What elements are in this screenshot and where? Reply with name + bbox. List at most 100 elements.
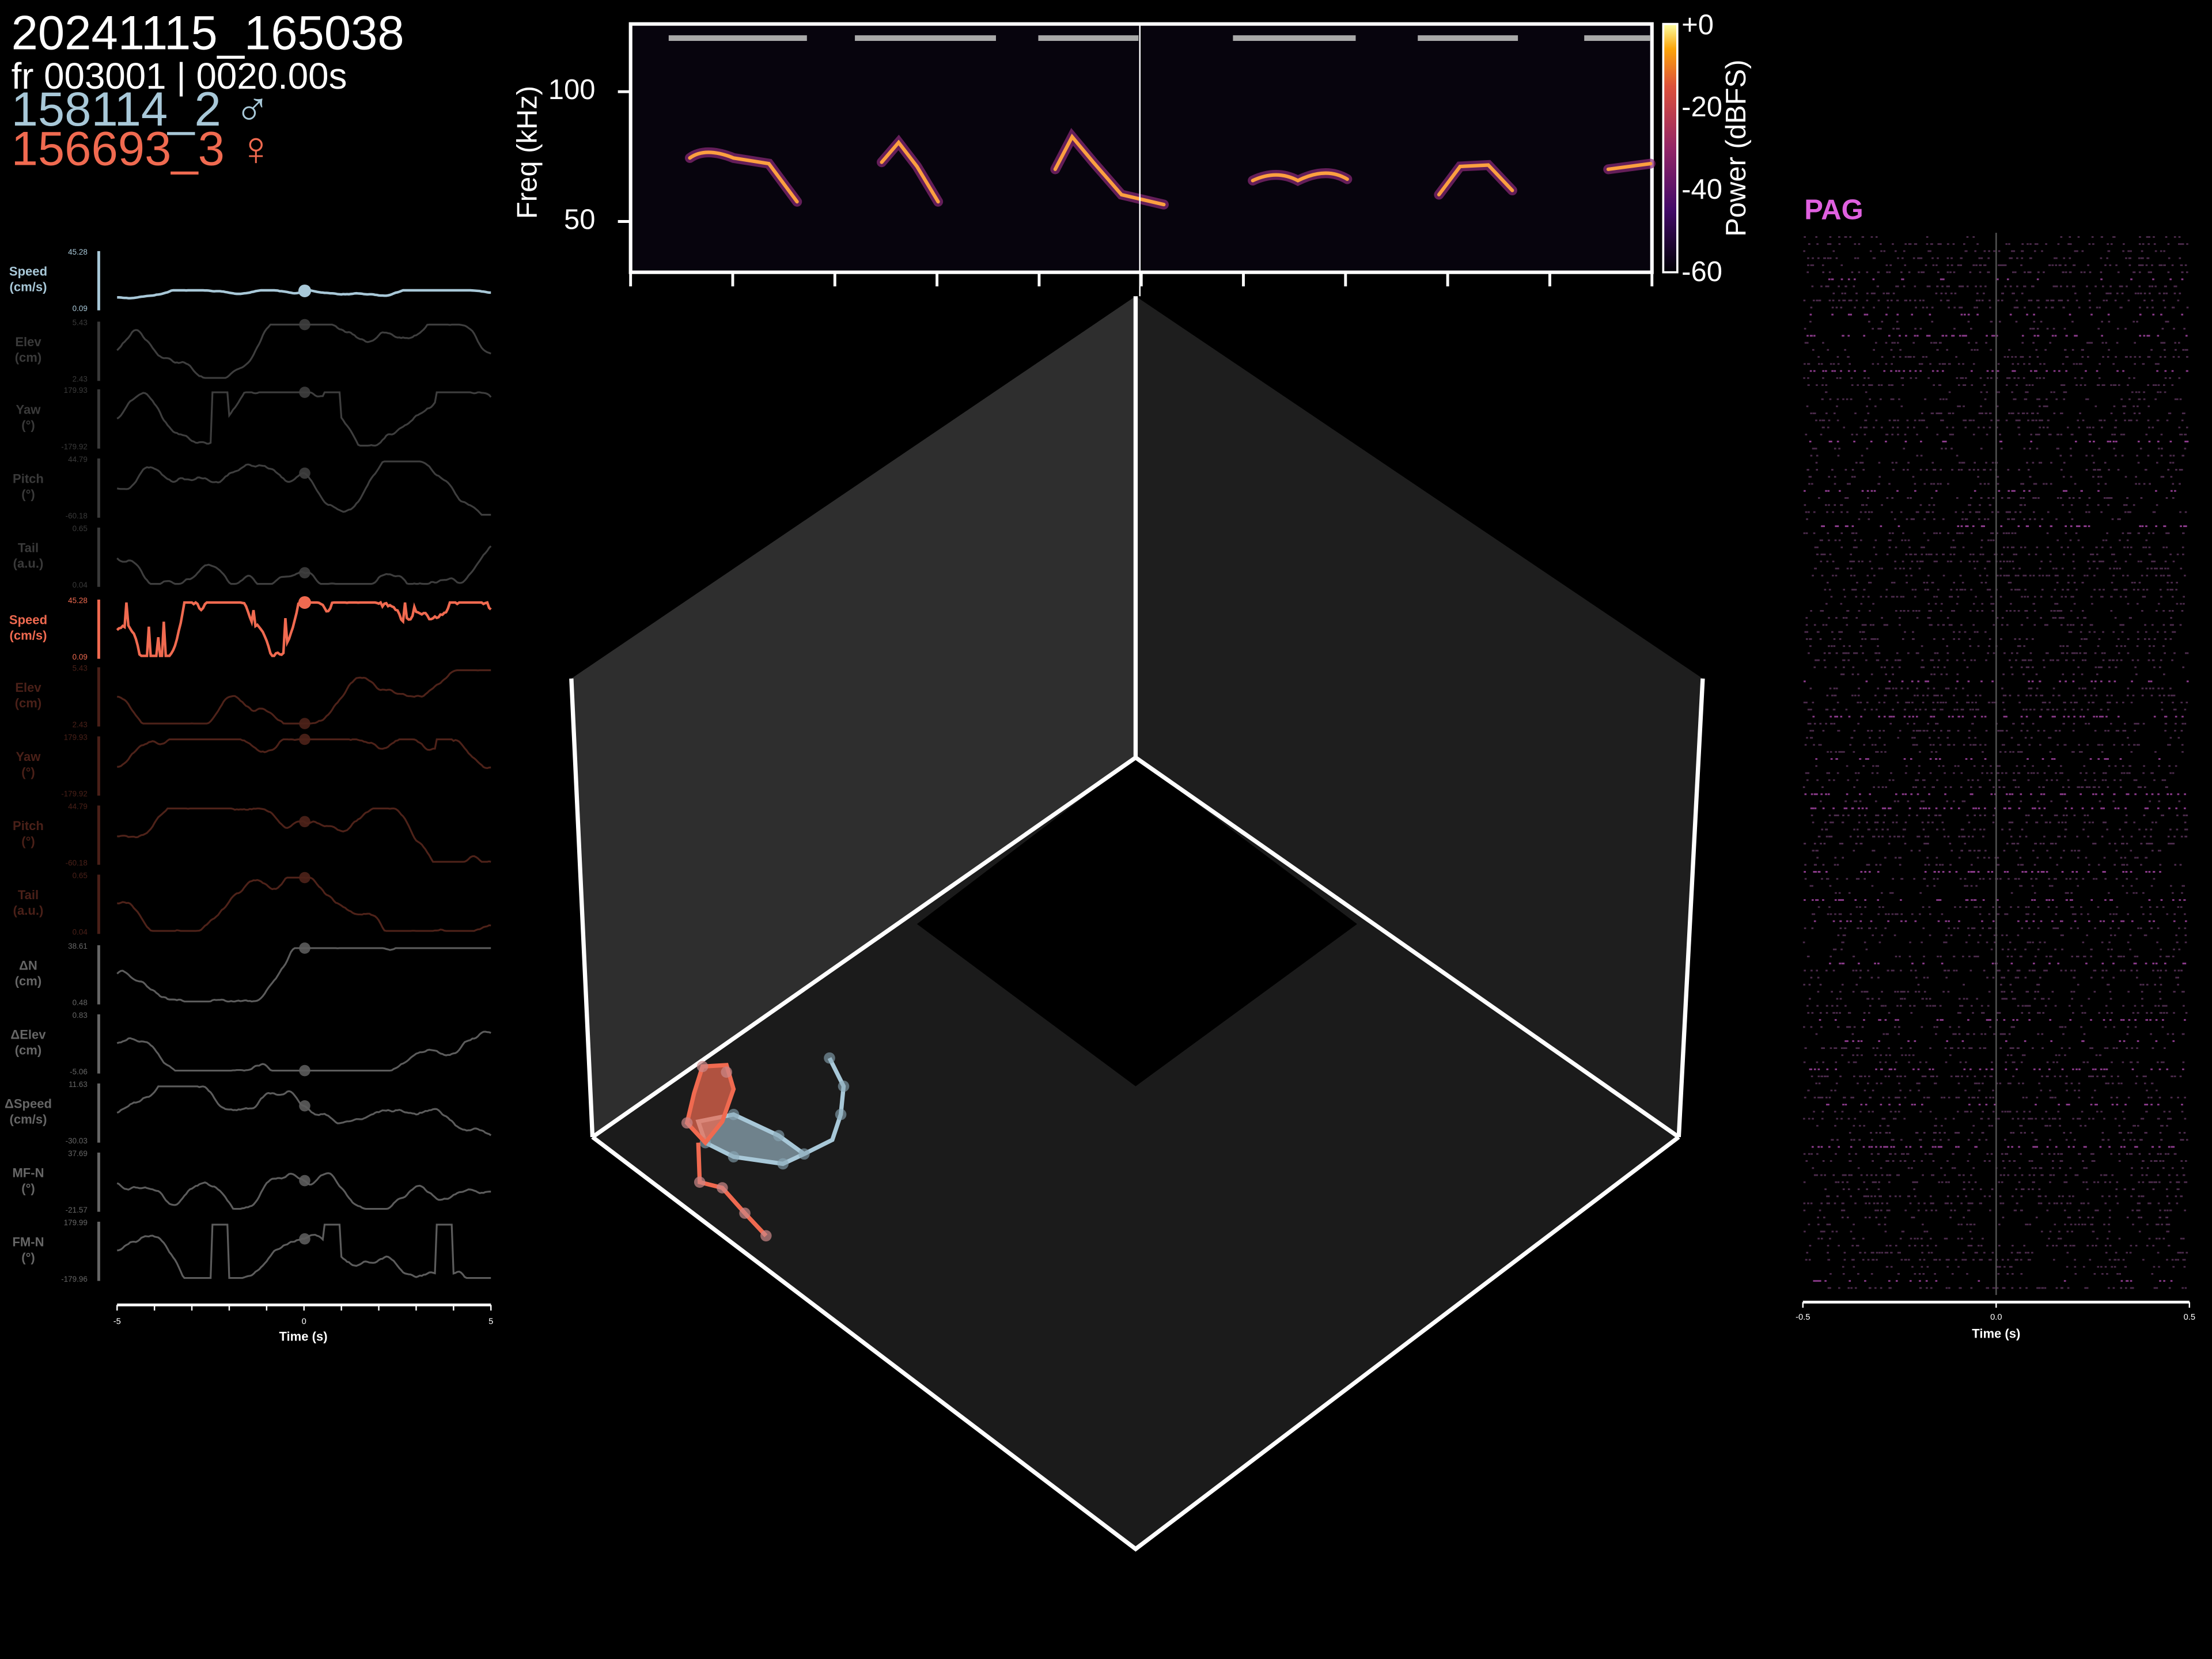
trace-label: MF-N (12, 1165, 44, 1180)
time-marker (299, 567, 310, 579)
time-marker (299, 1175, 310, 1187)
colorbar (1662, 22, 1679, 274)
trace-label: Speed (9, 612, 47, 627)
colorbar-tick-label: +0 (1681, 9, 1714, 40)
time-marker (299, 872, 310, 884)
trace-min: 0.48 (73, 998, 88, 1007)
time-marker (299, 467, 310, 479)
trace-max: 5.43 (73, 318, 88, 327)
trace-max: 38.61 (68, 942, 88, 950)
spectrogram-ylabel: Freq (kHz) (512, 86, 543, 219)
time-marker (299, 387, 310, 398)
trace-max: 37.69 (68, 1149, 88, 1158)
trace-max: 179.93 (64, 733, 88, 741)
trace-min: -30.03 (66, 1137, 88, 1145)
trace-unit: (°) (21, 1250, 35, 1264)
trace-unit: (°) (21, 765, 35, 779)
trace-unit: (a.u.) (13, 903, 44, 918)
arena-floor-center (916, 757, 1357, 1086)
trace-unit: (°) (21, 834, 35, 849)
raster-title: PAG (1804, 194, 1863, 225)
trace-unit: (cm) (15, 350, 42, 365)
trace-min: -21.57 (66, 1206, 88, 1214)
time-marker (299, 319, 310, 331)
animal-id: 158114_2 ♂ (12, 82, 271, 136)
trace-min: -60.18 (66, 512, 88, 520)
trace-min: -179.92 (61, 789, 88, 798)
trace-max: 0.65 (73, 524, 88, 533)
trace-label: Elev (15, 680, 41, 695)
raster-tick-label: -0.5 (1796, 1313, 1810, 1322)
trace-unit: (cm) (15, 1043, 42, 1057)
time-marker (299, 733, 310, 745)
trace-max: 0.65 (73, 871, 88, 880)
trace-label: Yaw (16, 402, 41, 416)
trace-label: Elev (15, 335, 41, 349)
time-marker (299, 1100, 310, 1112)
trace-min: 2.43 (73, 720, 88, 729)
time-marker (298, 284, 311, 297)
trace-time-tick-label: 0 (302, 1317, 306, 1327)
trace-max: 179.99 (64, 1218, 88, 1227)
trace-max: 44.79 (68, 455, 88, 464)
colorbar-tick-label: -40 (1681, 174, 1722, 205)
trace-label: Tail (18, 888, 39, 902)
trace-unit: (°) (21, 1181, 35, 1195)
trace-label: ΔElev (10, 1027, 46, 1041)
mouse-male (695, 1052, 850, 1170)
trace-max: 44.79 (68, 802, 88, 810)
trace-max: 11.63 (69, 1080, 88, 1089)
trace-xlabel: Time (s) (279, 1329, 327, 1343)
trace-max: 0.83 (73, 1011, 88, 1020)
trace-label: Tail (18, 540, 39, 555)
freq-tick-label: 50 (564, 204, 595, 235)
syllables (684, 128, 1656, 210)
trace-label: Pitch (13, 471, 44, 486)
animal-id: 156693_3 ♀ (12, 122, 274, 175)
time-marker (299, 942, 310, 954)
trace-min: 2.43 (73, 374, 88, 383)
arena-edges (569, 296, 1705, 1552)
raster-tick-label: 0.5 (2184, 1313, 2195, 1322)
trace-unit: (cm) (15, 974, 42, 988)
trace-unit: (cm/s) (10, 628, 47, 642)
raster-tick-label: 0.0 (1990, 1313, 2002, 1322)
trace-min: 0.04 (73, 581, 88, 589)
time-marker (299, 816, 310, 828)
session-id: 20241115_165038 (12, 6, 404, 60)
spectrogram-frame (628, 22, 1654, 274)
trace-max: 45.28 (68, 248, 88, 256)
time-marker (299, 1065, 310, 1077)
arena-floor (592, 757, 1679, 1549)
trace-unit: (cm/s) (10, 1112, 47, 1126)
trace-time-tick-label: -5 (113, 1317, 121, 1327)
raster-xlabel: Time (s) (1972, 1327, 2020, 1341)
trace-label: Yaw (16, 749, 41, 764)
trace-label: ΔSpeed (5, 1096, 52, 1111)
trace-unit: (cm/s) (10, 279, 47, 294)
trace-max: 5.43 (73, 664, 88, 672)
colorbar-tick-label: -60 (1681, 256, 1722, 287)
mouse-female (681, 1060, 772, 1242)
trace-min: 0.04 (73, 927, 88, 936)
colorbar-label: Power (dBFS) (1721, 59, 1752, 237)
trace-unit: (°) (21, 418, 35, 432)
trace-min: -179.96 (61, 1275, 88, 1283)
raster (1802, 233, 2189, 1296)
time-marker (299, 718, 310, 729)
colorbar-tick-label: -20 (1681, 92, 1722, 123)
frame-info: fr 003001 | 0020.00s (12, 56, 347, 97)
time-marker (298, 596, 311, 609)
spectrogram: Freq (kHz) Power (dBFS) (512, 22, 1752, 297)
trace-min: -179.92 (61, 442, 88, 451)
trace-unit: (a.u.) (13, 556, 44, 570)
trace-min: 0.09 (73, 653, 88, 661)
time-marker (299, 1233, 310, 1245)
trace-max: 179.93 (64, 386, 88, 395)
trace-label: Speed (9, 264, 47, 278)
trace-label: Pitch (13, 819, 44, 833)
trace-unit: (cm) (15, 696, 42, 710)
arena (569, 296, 1705, 1552)
trace-time-tick-label: 5 (488, 1317, 493, 1327)
